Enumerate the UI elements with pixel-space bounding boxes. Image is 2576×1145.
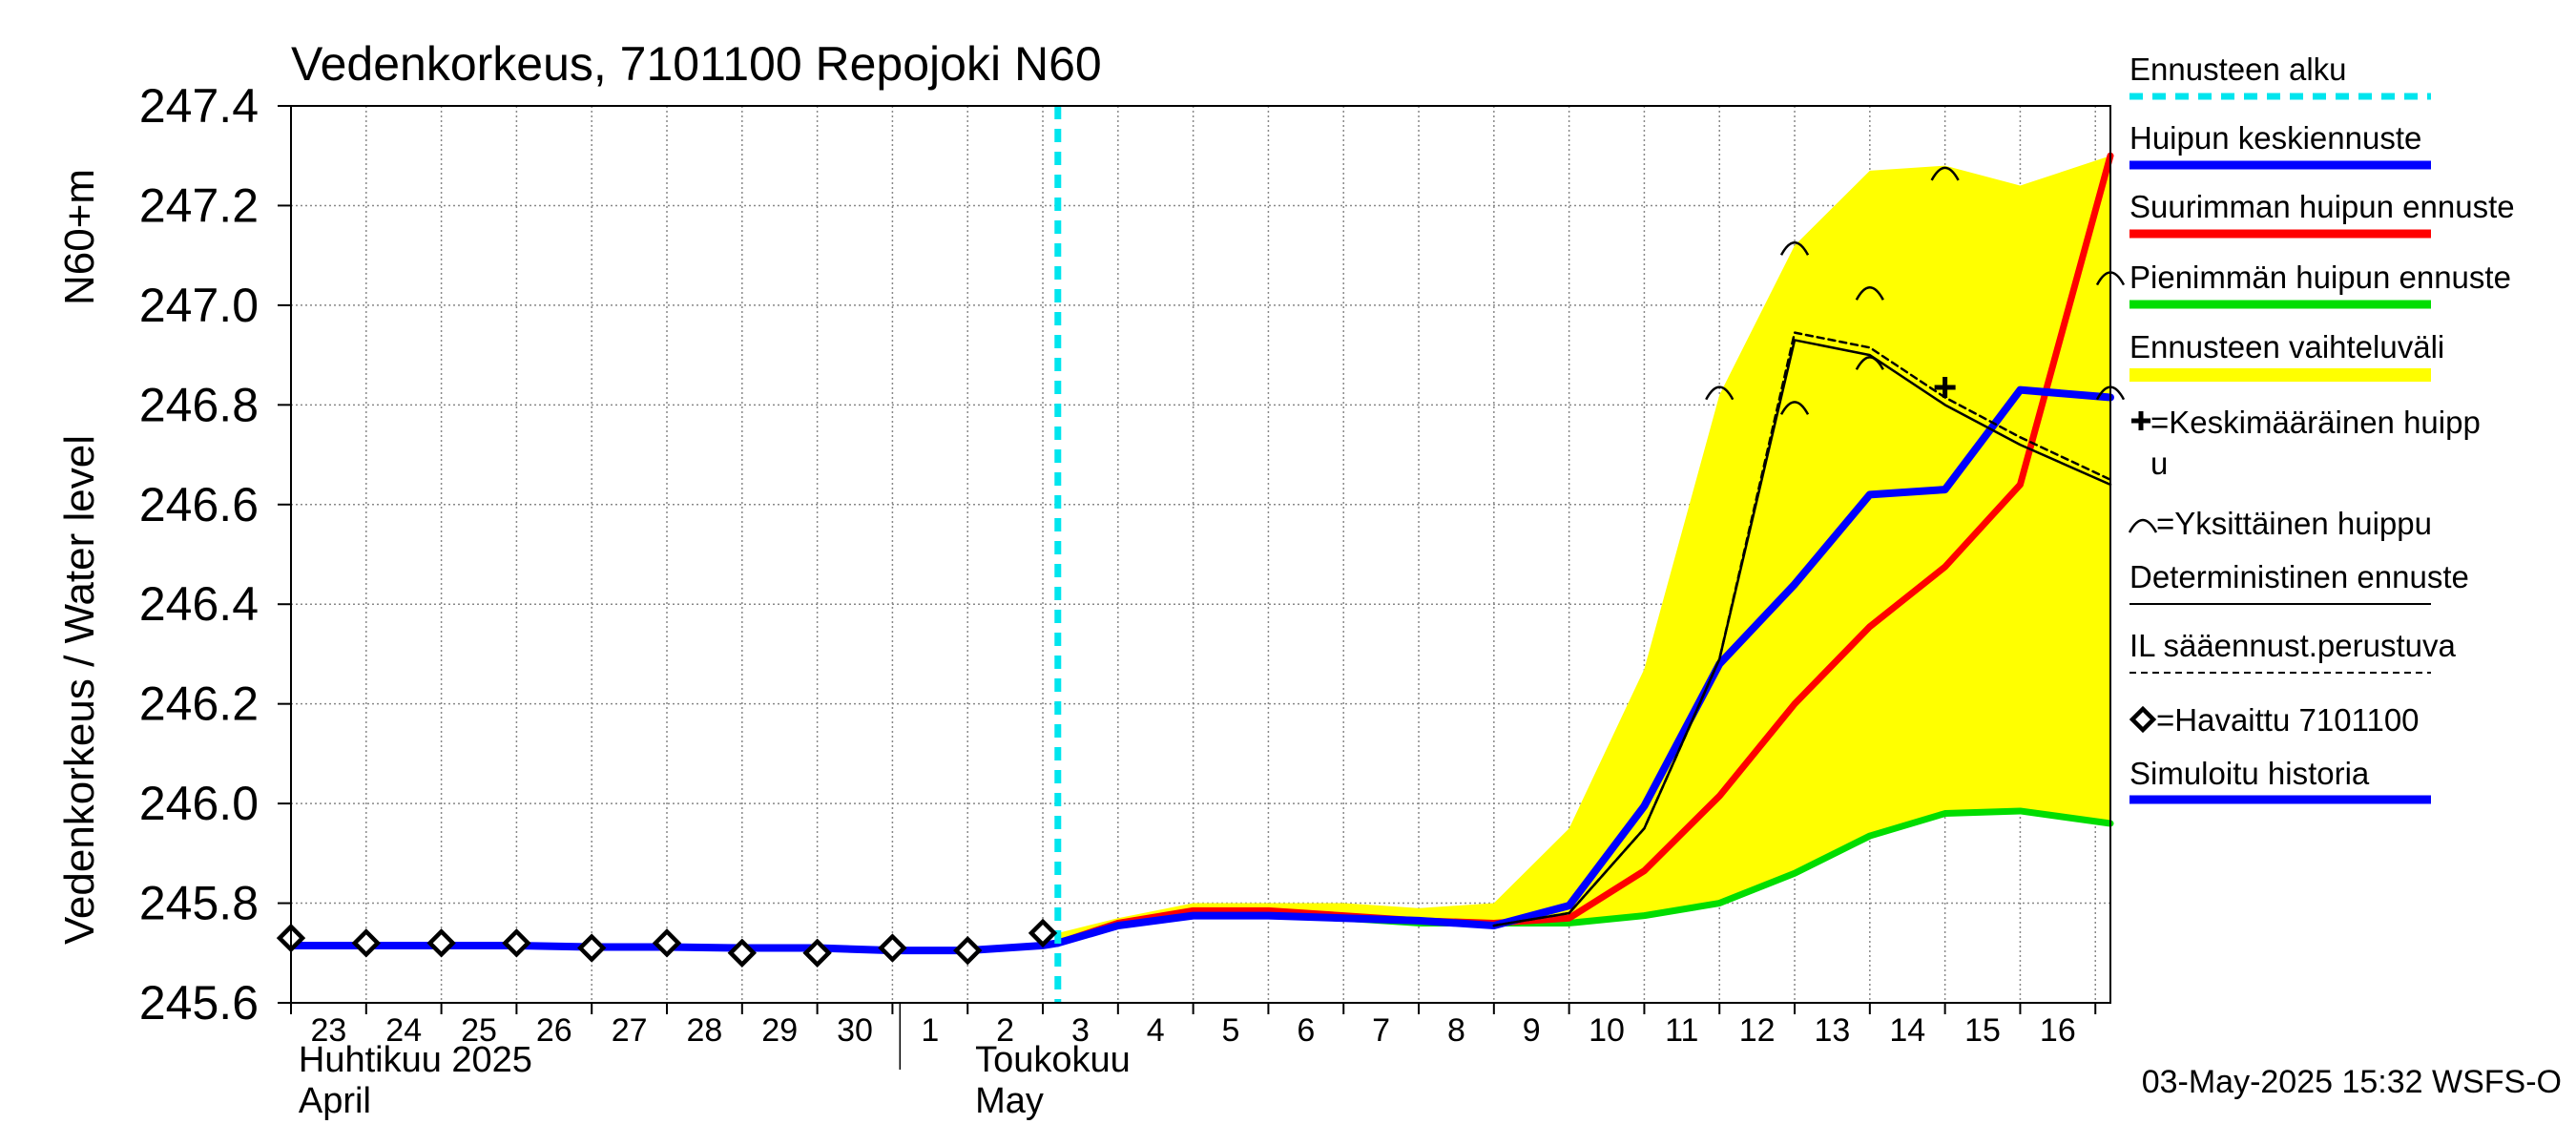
observed-point [426, 928, 456, 958]
y-tick-label: 246.8 [139, 378, 259, 431]
individual-peak-marker [1855, 286, 1884, 301]
series-line-suurimman-huipun-ennuste [1054, 152, 2114, 947]
x-tick-label: 28 [686, 1012, 722, 1049]
x-tick-label: 29 [761, 1012, 798, 1049]
observed-point [351, 928, 381, 958]
x-tick-label: 13 [1815, 1012, 1851, 1049]
legend-label: Deterministinen ennuste [2129, 559, 2469, 594]
legend-item-deterministinen-ennuste: Deterministinen ennuste [2129, 559, 2469, 605]
y-tick-label: 246.4 [139, 577, 259, 631]
x-tick-label: 8 [1447, 1012, 1465, 1049]
individual-peak-marker [1930, 166, 1960, 181]
legend-marker-arc [2128, 518, 2158, 533]
legend-marker-diamond [2129, 705, 2157, 734]
y-tick-label: 246.0 [139, 777, 259, 830]
y-tick-label: 247.2 [139, 178, 259, 232]
x-tick-label: 3 [1071, 1012, 1090, 1049]
month-label-en: April [299, 1081, 371, 1121]
y-axis-unit: N60+m [56, 169, 103, 305]
legend: Ennusteen alku Huipun keskiennuste Suurimm… [2128, 52, 2515, 804]
observed-point [953, 935, 983, 966]
x-tick-label: 4 [1147, 1012, 1165, 1049]
legend-item-huipun-keskiennuste: Huipun keskiennuste [2129, 120, 2431, 170]
x-tick-label: 11 [1665, 1012, 1698, 1049]
month-label-en: May [975, 1081, 1044, 1121]
y-tick-label: 246.2 [139, 677, 259, 731]
individual-peak-marker [1705, 385, 1735, 401]
observed-point [502, 928, 531, 958]
plot-frame [290, 105, 2111, 1004]
observed-point [878, 933, 907, 963]
x-tick-label: 2 [996, 1012, 1014, 1049]
observed-point [1028, 918, 1058, 948]
x-tick-label: 1 [921, 1012, 939, 1049]
observed-point [802, 938, 832, 968]
legend-swatch [2129, 368, 2431, 382]
legend-label: =Keskimääräinen huipp [2150, 405, 2481, 440]
month-label-fi: Toukokuu [975, 1040, 1131, 1080]
legend-label: Pienimmän huipun ennuste [2129, 260, 2511, 295]
y-axis-title-group: Vedenkorkeus / Water level N60+m [56, 169, 103, 945]
legend-label: =Havaittu 7101100 [2156, 702, 2420, 738]
observed-point [727, 938, 757, 968]
timestamp: 03-May-2025 15:32 WSFS-O [2142, 1064, 2562, 1100]
forecast-range-band [1057, 156, 2110, 944]
x-tick-label: 16 [2040, 1012, 2076, 1049]
legend-item-ennusteen-alku: Ennusteen alku [2129, 52, 2431, 100]
y-tick-label: 247.0 [139, 279, 259, 332]
legend-label: Huipun keskiennuste [2129, 120, 2421, 156]
y-tick-label: 245.8 [139, 877, 259, 930]
x-tick-label: 27 [612, 1012, 648, 1049]
individual-peak-marker [1779, 241, 1810, 256]
y-tick-label: 246.6 [139, 478, 259, 531]
x-tick-label: 12 [1739, 1012, 1776, 1049]
axes: 245.6 245.8 246.0 246.2 246.4 246.6 246.8 247.0… [139, 79, 2111, 1121]
legend-item-ennusteen-vaihteluvali: Ennusteen vaihteluväli [2129, 329, 2444, 382]
x-tick-label: 6 [1297, 1012, 1315, 1049]
mean-peak-marker [1934, 377, 1956, 399]
x-tick-label: 9 [1523, 1012, 1541, 1049]
individual-peak-marker [1779, 401, 1810, 415]
legend-item-yksittainen-huippu: =Yksittäinen huippu [2128, 506, 2432, 541]
y-tick-label: 247.4 [139, 79, 259, 133]
legend-item-suurimman-huipun-ennuste: Suurimman huipun ennuste [2129, 189, 2515, 239]
x-tick-label: 24 [385, 1012, 422, 1049]
legend-item-keskimaarainen-huipp: =Keskimääräinen huipp u [2131, 405, 2481, 481]
legend-label: Suurimman huipun ennuste [2129, 189, 2515, 224]
x-tick-label: 30 [837, 1012, 873, 1049]
legend-item-simuloitu-historia: Simuloitu historia [2129, 756, 2431, 804]
series-line-huipun-keskiennuste [1053, 385, 2114, 947]
legend-item-il-saaennust-perustuva: IL sääennust.perustuva [2129, 628, 2456, 674]
x-tick-label: 14 [1889, 1012, 1925, 1049]
series-line-il-saaennust-perustuva [1492, 331, 2112, 927]
legend-label-continued: u [2150, 446, 2168, 481]
x-tick-label: 10 [1589, 1012, 1625, 1049]
y-axis-title: Vedenkorkeus / Water level [56, 435, 103, 945]
legend-label: Ennusteen alku [2129, 52, 2347, 87]
plot-area [276, 105, 2126, 1004]
individual-peak-marker [1855, 356, 1884, 370]
legend-item-havaittu-7101100: =Havaittu 7101100 [2129, 702, 2420, 738]
x-tick-label: 5 [1222, 1012, 1240, 1049]
x-tick-label: 26 [536, 1012, 572, 1049]
legend-label: Ennusteen vaihteluväli [2129, 329, 2444, 364]
legend-marker-plus [2131, 411, 2150, 430]
observed-point [652, 928, 682, 958]
month-label-fi: Huhtikuu 2025 [299, 1040, 532, 1080]
chart-title: Vedenkorkeus, 7101100 Repojoki N60 [291, 37, 1102, 91]
x-tick-label: 25 [461, 1012, 497, 1049]
observed-point [577, 933, 607, 963]
x-tick-label: 15 [1964, 1012, 2001, 1049]
x-tick-label: 23 [310, 1012, 346, 1049]
legend-label: Simuloitu historia [2129, 756, 2370, 791]
legend-label: IL sääennust.perustuva [2129, 628, 2456, 663]
x-tick-label: 7 [1372, 1012, 1390, 1049]
legend-item-pienimman-huipun-ennuste: Pienimmän huipun ennuste [2129, 260, 2511, 309]
y-tick-label: 245.6 [139, 976, 259, 1030]
legend-label: =Yksittäinen huippu [2156, 506, 2432, 541]
